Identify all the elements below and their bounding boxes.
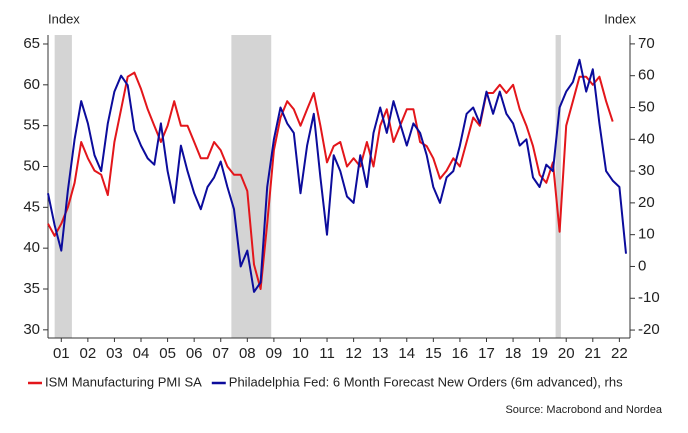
x-tick-label: 16 bbox=[452, 345, 469, 362]
x-tick-label: 07 bbox=[212, 345, 229, 362]
x-tick-label: 19 bbox=[531, 345, 548, 362]
y-tick-label: 35 bbox=[23, 280, 40, 297]
x-tick-label: 17 bbox=[478, 345, 495, 362]
legend-label: Philadelphia Fed: 6 Month Forecast New O… bbox=[229, 374, 623, 389]
source: Source: Macrobond and Nordea bbox=[505, 404, 662, 416]
x-tick-label: 20 bbox=[558, 345, 575, 362]
x-tick-label: 04 bbox=[133, 345, 150, 362]
y-tick-label: 45 bbox=[23, 198, 40, 215]
y-tick-label: 60 bbox=[23, 76, 40, 93]
legend-label: ISM Manufacturing PMI SA bbox=[45, 374, 202, 389]
y-axis-label: Index bbox=[48, 11, 80, 26]
recession-band bbox=[231, 35, 272, 338]
y2-tick-label: 40 bbox=[638, 130, 655, 147]
y2-tick-label: 10 bbox=[638, 226, 655, 243]
y-tick-label: 40 bbox=[23, 239, 40, 256]
x-tick-label: 05 bbox=[159, 345, 176, 362]
x-tick-label: 11 bbox=[319, 345, 335, 362]
x-tick-label: 18 bbox=[505, 345, 522, 362]
y2-tick-label: 20 bbox=[638, 194, 655, 211]
y2-tick-label: 0 bbox=[638, 257, 646, 274]
y-tick-label: 50 bbox=[23, 157, 40, 174]
y2-axis-label: Index bbox=[604, 11, 636, 26]
y2-tick-label: 70 bbox=[638, 35, 655, 52]
y2-tick-label: -10 bbox=[638, 289, 660, 306]
x-tick-label: 10 bbox=[292, 345, 309, 362]
x-tick-label: 06 bbox=[186, 345, 203, 362]
x-tick-label: 21 bbox=[584, 345, 601, 362]
y2-tick-label: 60 bbox=[638, 67, 655, 84]
y-tick-label: 65 bbox=[23, 35, 40, 52]
y2-tick-label: 50 bbox=[638, 98, 655, 115]
x-tick-label: 12 bbox=[345, 345, 362, 362]
x-tick-label: 08 bbox=[239, 345, 256, 362]
x-tick-label: 22 bbox=[611, 345, 628, 362]
y2-tick-label: 30 bbox=[638, 162, 655, 179]
series-line bbox=[47, 58, 627, 293]
y-tick-label: 30 bbox=[23, 321, 40, 338]
y2-tick-label: -20 bbox=[638, 321, 660, 338]
x-tick-label: 01 bbox=[53, 345, 70, 362]
series-line bbox=[47, 71, 614, 290]
y-tick-label: 55 bbox=[23, 117, 40, 134]
x-tick-label: 02 bbox=[80, 345, 97, 362]
recession-band bbox=[54, 35, 72, 338]
x-tick-label: 03 bbox=[106, 345, 123, 362]
x-tick-label: 13 bbox=[372, 345, 389, 362]
recession-band bbox=[555, 35, 561, 338]
x-tick-label: 09 bbox=[266, 345, 283, 362]
x-tick-label: 15 bbox=[425, 345, 442, 362]
x-tick-label: 14 bbox=[398, 345, 415, 362]
